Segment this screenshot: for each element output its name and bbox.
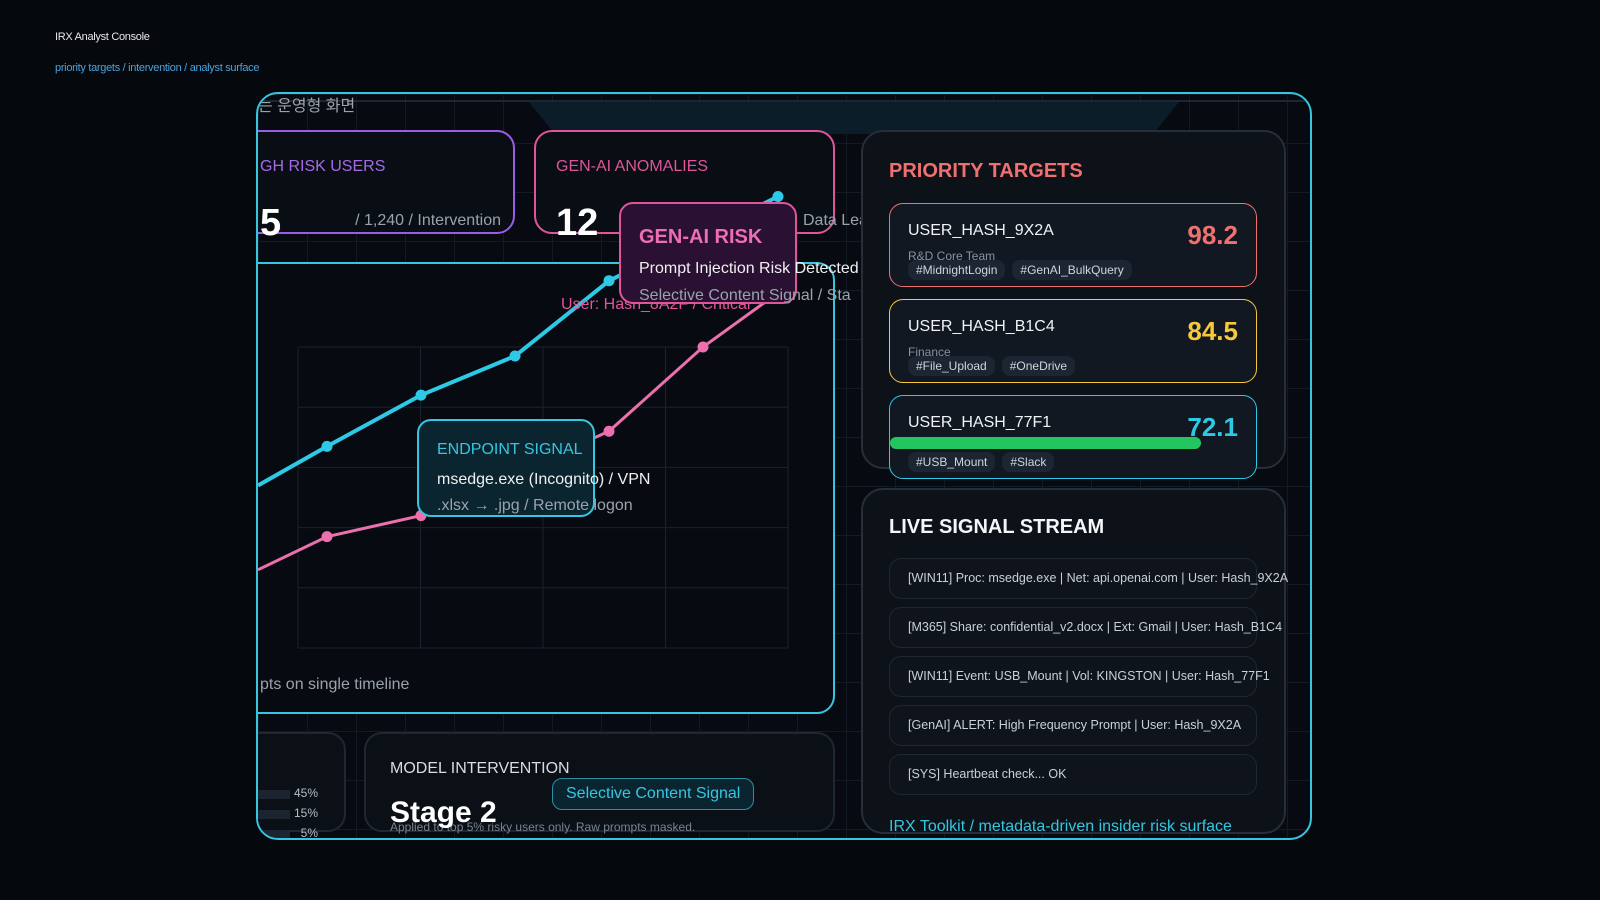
target-tag[interactable]: #Slack — [1002, 452, 1055, 472]
distribution-label: 5% — [300, 826, 318, 840]
kpi-title: GH RISK USERS — [260, 158, 386, 175]
target-tag[interactable]: #USB_Mount — [908, 452, 996, 472]
intervention-title: MODEL INTERVENTION — [390, 760, 570, 777]
priority-target-card[interactable]: USER_HASH_9X2A R&D Core Team 98.2 #Midnight… — [889, 203, 1257, 287]
panel-title: PRIORITY TARGETS — [889, 160, 1083, 182]
target-name: USER_HASH_B1C4 — [908, 318, 1055, 335]
target-tag[interactable]: #File_Upload — [908, 356, 995, 376]
distribution-card: 45% 15% 5% — [258, 732, 346, 838]
intervention-stage: Stage 2 — [390, 796, 497, 829]
stream-row[interactable]: [WIN11] Proc: msedge.exe | Net: api.open… — [889, 558, 1288, 599]
panel-title: LIVE SIGNAL STREAM — [889, 516, 1105, 538]
distribution-bar — [258, 830, 290, 838]
tooltip-line: Prompt Injection Risk Detected — [639, 260, 859, 277]
kpi-value: 12 — [556, 202, 599, 244]
target-score: 84.5 — [1187, 316, 1238, 346]
distribution-bar — [258, 810, 290, 819]
distribution-bar — [258, 790, 290, 799]
analyst-surface-frame: 는 운영형 화면 GH RISK USERS 5 / 1,240 / Inter… — [256, 92, 1312, 840]
target-tag[interactable]: #MidnightLogin — [908, 260, 1006, 280]
target-dept: R&D Core Team — [908, 249, 996, 263]
model-intervention-card: MODEL INTERVENTION Applied to top 5% ris… — [364, 732, 835, 834]
intervention-note: Applied to top 5% risky users only. Raw … — [390, 820, 696, 834]
data-point — [321, 531, 333, 543]
live-signal-stream-panel: LIVE SIGNAL STREAM [WIN11] Proc: msedge.… — [861, 488, 1288, 835]
tooltip-title: GEN-AI RISK — [639, 226, 763, 248]
kpi-detail: / 1,240 / Intervention — [355, 212, 501, 229]
data-point — [509, 350, 521, 362]
tooltip-line: .xlsx → .jpg / Remote logon — [437, 497, 633, 514]
tooltip-line: msedge.exe (Incognito) / VPN — [437, 471, 651, 488]
kpi-value: 5 — [260, 202, 282, 244]
stream-footer: IRX Toolkit / metadata-driven insider ri… — [889, 818, 1232, 835]
tooltip-title: ENDPOINT SIGNAL — [437, 441, 583, 458]
target-risk-bar — [890, 437, 1202, 449]
kpi-detail: Data Lea — [803, 212, 868, 229]
intervention-badge[interactable]: Selective Content Signal — [552, 778, 755, 810]
stream-row[interactable]: [SYS] Heartbeat check... OK — [889, 754, 1257, 795]
distribution-row: 45% — [258, 786, 340, 806]
data-point — [772, 191, 784, 202]
header-glow — [529, 102, 1179, 134]
genai-risk-tooltip: GEN-AI RISK Prompt Injection Risk Detect… — [619, 202, 859, 304]
data-point — [603, 275, 615, 287]
distribution-row: 5% — [258, 826, 340, 840]
divider — [258, 100, 1310, 102]
kpi-title: GEN-AI ANOMALIES — [556, 158, 709, 175]
target-tag[interactable]: #GenAI_BulkQuery — [1012, 260, 1132, 280]
data-point — [603, 425, 615, 437]
target-tag[interactable]: #OneDrive — [1001, 356, 1076, 376]
chart-caption: pts on single timeline — [260, 676, 410, 693]
priority-target-card[interactable]: USER_HASH_77F1 72.1 #USB_Mount #Slack — [889, 395, 1257, 479]
target-name: USER_HASH_9X2A — [908, 222, 1054, 239]
data-point — [697, 341, 709, 353]
target-dept: Finance — [908, 345, 951, 359]
stream-row[interactable]: [M365] Share: confidential_v2.docx | Ext… — [889, 607, 1282, 648]
target-name: USER_HASH_77F1 — [908, 414, 1052, 431]
endpoint-signal-tooltip: ENDPOINT SIGNAL msedge.exe (Incognito) /… — [417, 419, 650, 517]
data-point — [321, 440, 333, 452]
banner-text: 는 운영형 화면 — [258, 98, 356, 115]
target-score: 98.2 — [1187, 220, 1238, 250]
data-point — [415, 389, 427, 401]
tooltip-line: Selective Content Signal / Sta — [639, 287, 851, 304]
app-title: IRX Analyst Console — [55, 31, 150, 43]
breadcrumb: priority targets / intervention / analys… — [55, 62, 260, 74]
stream-row[interactable]: [WIN11] Event: USB_Mount | Vol: KINGSTON… — [889, 656, 1270, 697]
distribution-label: 15% — [293, 806, 318, 820]
distribution-label: 45% — [293, 786, 318, 800]
stream-row[interactable]: [GenAI] ALERT: High Frequency Prompt | U… — [889, 705, 1257, 746]
kpi-high-risk-users[interactable]: GH RISK USERS 5 / 1,240 / Intervention — [258, 130, 515, 244]
priority-target-card[interactable]: USER_HASH_B1C4 Finance 84.5 #File_Upload #On… — [889, 299, 1257, 383]
distribution-row: 15% — [258, 806, 340, 826]
